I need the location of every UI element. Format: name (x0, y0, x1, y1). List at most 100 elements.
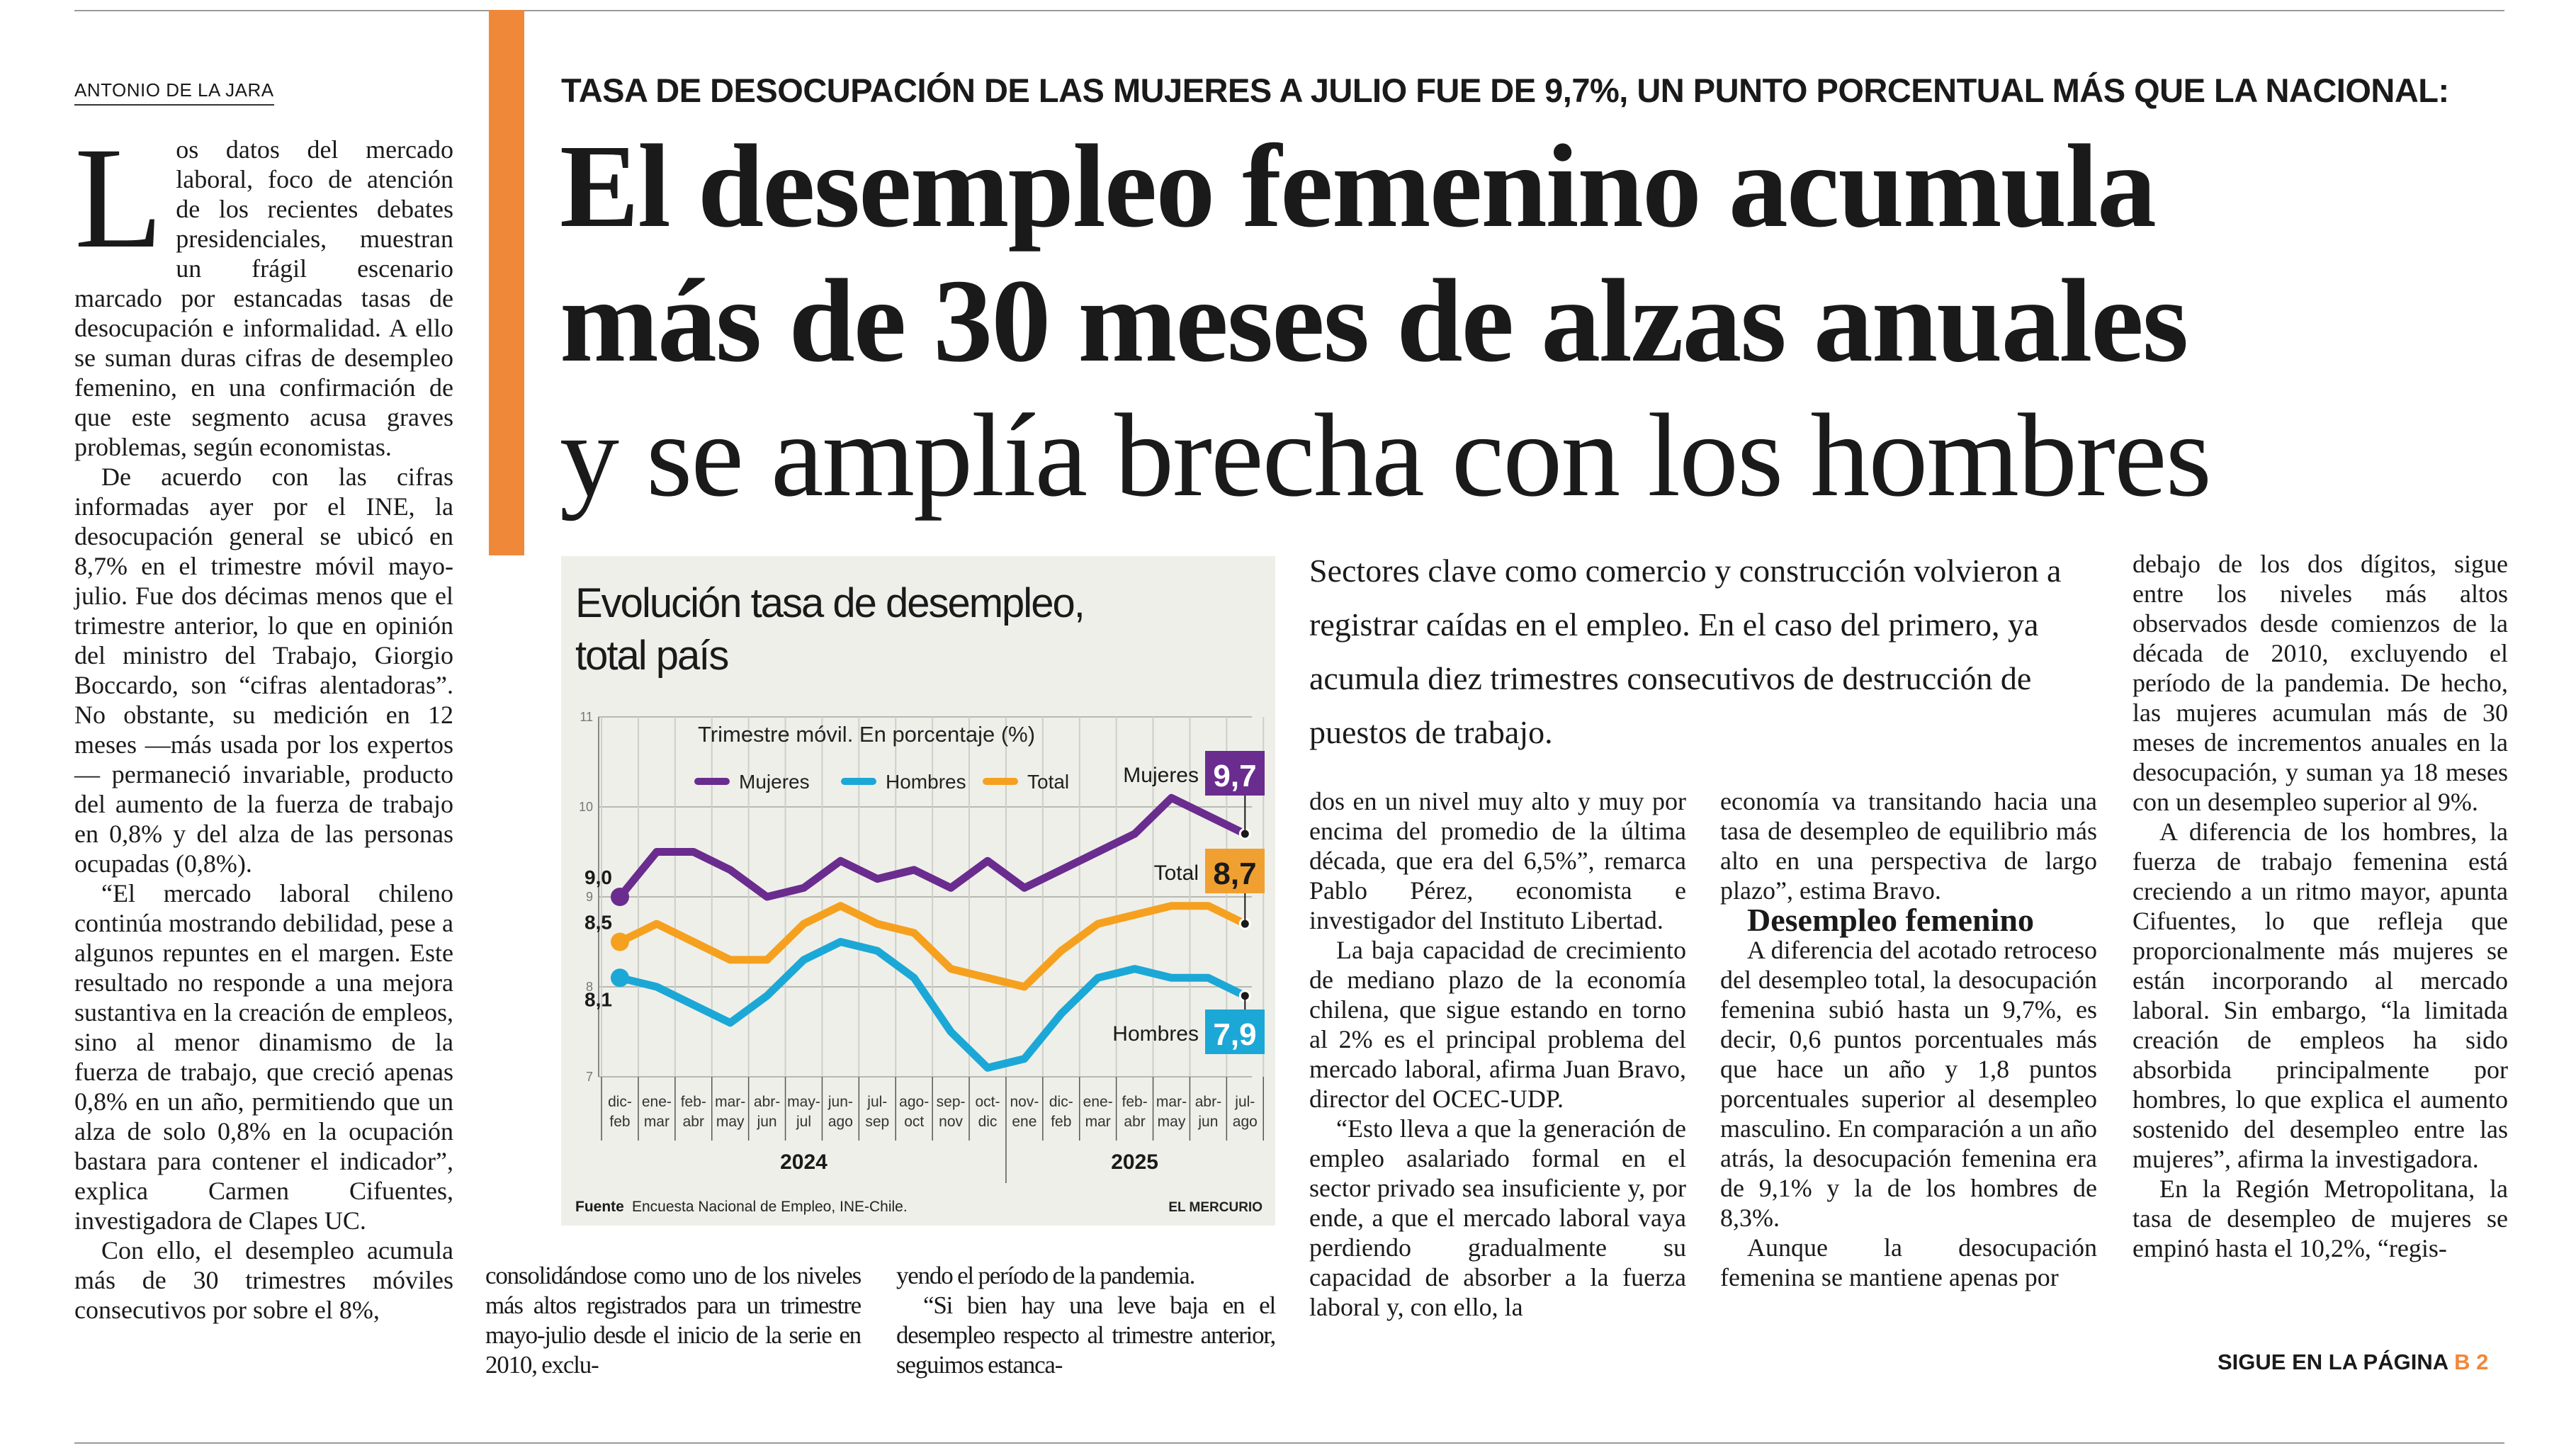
paragraph: Aunque la desocupación femenina se manti… (1720, 1233, 2097, 1291)
chart-subtitle: Trimestre móvil. En porcentaje (%) (698, 722, 1035, 747)
continuation-label: SIGUE EN LA PÁGINA (2218, 1350, 2449, 1374)
y-tick-label: 8 (586, 980, 593, 994)
article-column-2b: yendo el período de la pandemia. “Si bie… (896, 1261, 1276, 1380)
headline-line-2: más de 30 meses de alzas anuales (560, 255, 2188, 387)
paragraph: De acuerdo con las cifras informadas aye… (74, 463, 453, 878)
x-tick-label: feb (1051, 1114, 1071, 1130)
headline-line-3: y se amplía brecha con los hombres (560, 390, 2212, 521)
lead-text: os datos del mercado laboral, foco de at… (74, 135, 453, 461)
article-column-3: dos en un nivel muy alto y muy por encim… (1309, 786, 1686, 1322)
data-point-mujeres (611, 888, 629, 906)
article-column-4: economía va transitando hacia una tasa d… (1720, 786, 2097, 1292)
x-tick-label: abr (683, 1114, 704, 1130)
x-tick-label: ago (1233, 1114, 1258, 1130)
start-value-label-mujeres: 9,0 (584, 866, 612, 888)
article-column-5: debajo de los dos dígitos, sigue entre l… (2132, 549, 2508, 1263)
end-series-name-mujeres: Mujeres (1123, 764, 1199, 787)
paragraph: En la Región Metropolitana, la tasa de d… (2132, 1175, 2508, 1262)
end-value-label-total: 8,7 (1213, 856, 1256, 891)
x-tick-label: feb- (1122, 1094, 1148, 1110)
x-tick-label: may (716, 1114, 745, 1130)
paragraph: “Si bien hay una leve baja en el desempl… (896, 1291, 1276, 1379)
series-line-hombres (616, 938, 1249, 1072)
top-rule (74, 10, 2504, 11)
paragraph: A diferencia del acotado retroceso del d… (1720, 936, 2097, 1232)
y-tick-label: 10 (579, 800, 593, 814)
x-tick-label: sep (865, 1114, 889, 1130)
x-tick-label: dic (978, 1114, 998, 1130)
x-tick-label: ene- (1083, 1094, 1113, 1110)
chart-svg: 7 8 9 10 11 dic-feb ene-mar feb-abr mar-may abr-j… (575, 710, 1265, 1215)
paragraph: “El mercado laboral chileno continúa mos… (74, 879, 453, 1235)
paragraph: economía va transitando hacia una tasa d… (1720, 787, 2097, 905)
data-point-total (611, 932, 629, 951)
paragraph: consolidándose como uno de los niveles m… (485, 1262, 862, 1379)
x-tick-label: sep- (937, 1094, 966, 1110)
headline-line-1: El desempleo femenino acumula (560, 120, 2157, 252)
x-tick-label: nov- (1010, 1094, 1039, 1110)
x-tick-label: mar (1085, 1114, 1111, 1130)
series-line-total (616, 902, 1249, 991)
x-tick-label: mar- (1156, 1094, 1187, 1110)
end-value-box-total (1205, 849, 1265, 893)
x-tick-label: jun (1197, 1114, 1218, 1130)
end-series-name-hombres: Hombres (1112, 1022, 1199, 1046)
x-tick-label: oct- (975, 1094, 1000, 1110)
x-tick-label: dic- (1049, 1094, 1073, 1110)
x-tick-label: dic- (608, 1094, 632, 1110)
year-label: 2024 (780, 1150, 827, 1174)
x-tick-label: abr- (754, 1094, 780, 1110)
x-tick-label: may- (787, 1094, 820, 1110)
x-tick-label: oct (904, 1114, 924, 1130)
credit-label: EL MERCURIO (1168, 1200, 1262, 1215)
bottom-rule (74, 1442, 2504, 1444)
drop-cap: L (74, 118, 164, 278)
deck: Sectores clave como comercio y construcc… (1309, 553, 2062, 750)
start-value-label-total: 8,5 (584, 912, 612, 934)
x-tick-label: ene- (642, 1094, 672, 1110)
paragraph: Con ello, el desempleo acumula más de 30… (74, 1236, 453, 1324)
x-tick-label: ago (828, 1114, 853, 1130)
x-tick-label: jun (757, 1114, 777, 1130)
source-text: Encuesta Nacional de Empleo, INE-Chile. (632, 1199, 908, 1215)
article-column-2a: consolidándose como uno de los niveles m… (485, 1261, 862, 1380)
paragraph: debajo de los dos dígitos, sigue entre l… (2132, 550, 2508, 816)
kicker: TASA DE DESOCUPACIÓN DE LAS MUJERES A JU… (561, 72, 2449, 109)
end-value-label-hombres: 7,9 (1213, 1017, 1256, 1052)
end-value-label-mujeres: 9,7 (1213, 759, 1256, 793)
end-value-box-mujeres (1205, 751, 1265, 796)
x-tick-label: mar (644, 1114, 670, 1130)
continuation-link[interactable]: SIGUE EN LA PÁGINA B 2 (2218, 1350, 2488, 1375)
legend-label-mujeres: Mujeres (739, 771, 810, 793)
x-tick-label: feb- (681, 1094, 706, 1110)
chart-title: Evolución tasa de desempleo, total país (575, 580, 1085, 679)
x-tick-label: jul- (1234, 1094, 1255, 1110)
x-tick-label: may (1158, 1114, 1186, 1130)
subheading: Desempleo femenino (1747, 902, 2034, 938)
series-line-mujeres (616, 793, 1249, 901)
x-tick-label: ene (1012, 1114, 1036, 1130)
unemployment-chart: Evolución tasa de desempleo, total país … (561, 556, 1275, 1226)
x-tick-label: ago- (899, 1094, 929, 1110)
accent-bar (489, 10, 524, 555)
legend-label-hombres: Hombres (886, 771, 966, 793)
x-tick-label: jul (796, 1114, 811, 1130)
x-tick-label: abr- (1195, 1094, 1221, 1110)
x-tick-label: jul- (866, 1094, 887, 1110)
byline: ANTONIO DE LA JARA (74, 79, 274, 106)
x-tick-label: nov (939, 1114, 963, 1130)
source-label: Fuente (575, 1199, 624, 1215)
x-tick-label: abr (1124, 1114, 1145, 1130)
data-point-hombres (611, 968, 629, 988)
y-tick-label: 9 (586, 890, 593, 904)
headline: El desempleo femenino acumula más de 30 … (560, 119, 2212, 523)
y-tick-label: 7 (586, 1070, 593, 1084)
x-tick-label: jun- (827, 1094, 853, 1110)
paragraph: dos en un nivel muy alto y muy por encim… (1309, 787, 1686, 934)
end-value-box-hombres (1205, 1009, 1265, 1054)
x-tick-label: feb (609, 1114, 630, 1130)
paragraph: A diferencia de los hombres, la fuerza d… (2132, 818, 2508, 1173)
paragraph: yendo el período de la pandemia. (896, 1262, 1195, 1289)
